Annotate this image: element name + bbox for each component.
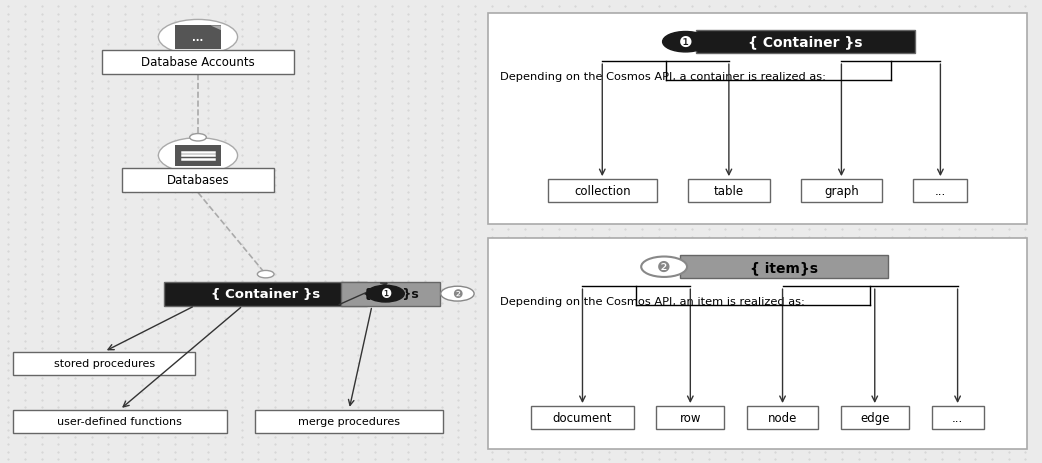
FancyBboxPatch shape	[913, 180, 967, 203]
FancyBboxPatch shape	[14, 352, 196, 375]
FancyBboxPatch shape	[14, 410, 226, 433]
FancyBboxPatch shape	[689, 180, 769, 203]
FancyBboxPatch shape	[341, 282, 440, 306]
FancyBboxPatch shape	[656, 406, 724, 429]
FancyBboxPatch shape	[531, 406, 634, 429]
Text: ...: ...	[952, 411, 963, 424]
Circle shape	[257, 271, 274, 278]
Text: { Container }s: { Container }s	[748, 36, 863, 50]
FancyBboxPatch shape	[123, 169, 273, 193]
FancyBboxPatch shape	[696, 31, 915, 54]
Circle shape	[158, 138, 238, 174]
Text: Database Accounts: Database Accounts	[141, 56, 255, 69]
Text: collection: collection	[574, 185, 630, 198]
Text: Depending on the Cosmos API, an item is realized as:: Depending on the Cosmos API, an item is …	[500, 296, 805, 307]
FancyBboxPatch shape	[175, 26, 221, 50]
FancyBboxPatch shape	[101, 50, 294, 75]
Text: ❶: ❶	[380, 288, 391, 300]
FancyBboxPatch shape	[165, 282, 368, 306]
Circle shape	[158, 20, 238, 56]
Text: merge procedures: merge procedures	[298, 416, 400, 426]
FancyBboxPatch shape	[488, 14, 1027, 225]
Polygon shape	[210, 26, 221, 31]
Circle shape	[441, 287, 474, 301]
Text: stored procedures: stored procedures	[53, 358, 155, 369]
Text: ❷: ❷	[658, 260, 671, 275]
FancyBboxPatch shape	[679, 256, 888, 279]
Text: table: table	[714, 185, 744, 198]
Text: edge: edge	[860, 411, 890, 424]
Text: {item}s: {item}s	[363, 288, 419, 300]
Text: Depending on the Cosmos API, a container is realized as:: Depending on the Cosmos API, a container…	[500, 72, 826, 82]
FancyBboxPatch shape	[932, 406, 984, 429]
Circle shape	[190, 134, 206, 142]
Text: ❷: ❷	[452, 288, 463, 300]
Text: ❶: ❶	[678, 35, 692, 50]
FancyBboxPatch shape	[175, 146, 221, 166]
Text: node: node	[768, 411, 797, 424]
Text: Databases: Databases	[167, 174, 229, 187]
FancyBboxPatch shape	[488, 238, 1027, 449]
Text: ...: ...	[935, 185, 946, 198]
Text: { item}s: { item}s	[750, 260, 818, 274]
Text: user-defined functions: user-defined functions	[57, 416, 182, 426]
Text: document: document	[552, 411, 613, 424]
FancyBboxPatch shape	[548, 180, 658, 203]
Text: ...: ...	[193, 33, 203, 43]
Circle shape	[663, 32, 709, 53]
Text: row: row	[679, 411, 701, 424]
FancyBboxPatch shape	[255, 410, 443, 433]
FancyBboxPatch shape	[747, 406, 818, 429]
FancyBboxPatch shape	[841, 406, 909, 429]
FancyBboxPatch shape	[800, 180, 882, 203]
Text: graph: graph	[824, 185, 859, 198]
Text: { Container }s: { Container }s	[212, 288, 320, 300]
Circle shape	[367, 286, 404, 302]
Circle shape	[641, 257, 687, 277]
